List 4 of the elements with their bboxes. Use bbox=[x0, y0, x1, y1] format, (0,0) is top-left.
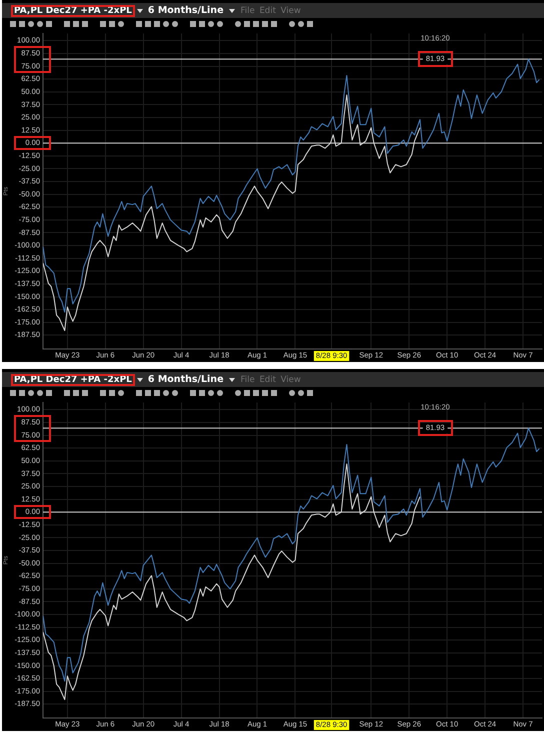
text: File Edit View bbox=[240, 6, 301, 16]
chart-subtitle: 6 Months/Line bbox=[148, 5, 224, 16]
chart-subtitle: 6 Months/Line bbox=[148, 374, 224, 385]
text: File Edit View bbox=[240, 374, 301, 384]
